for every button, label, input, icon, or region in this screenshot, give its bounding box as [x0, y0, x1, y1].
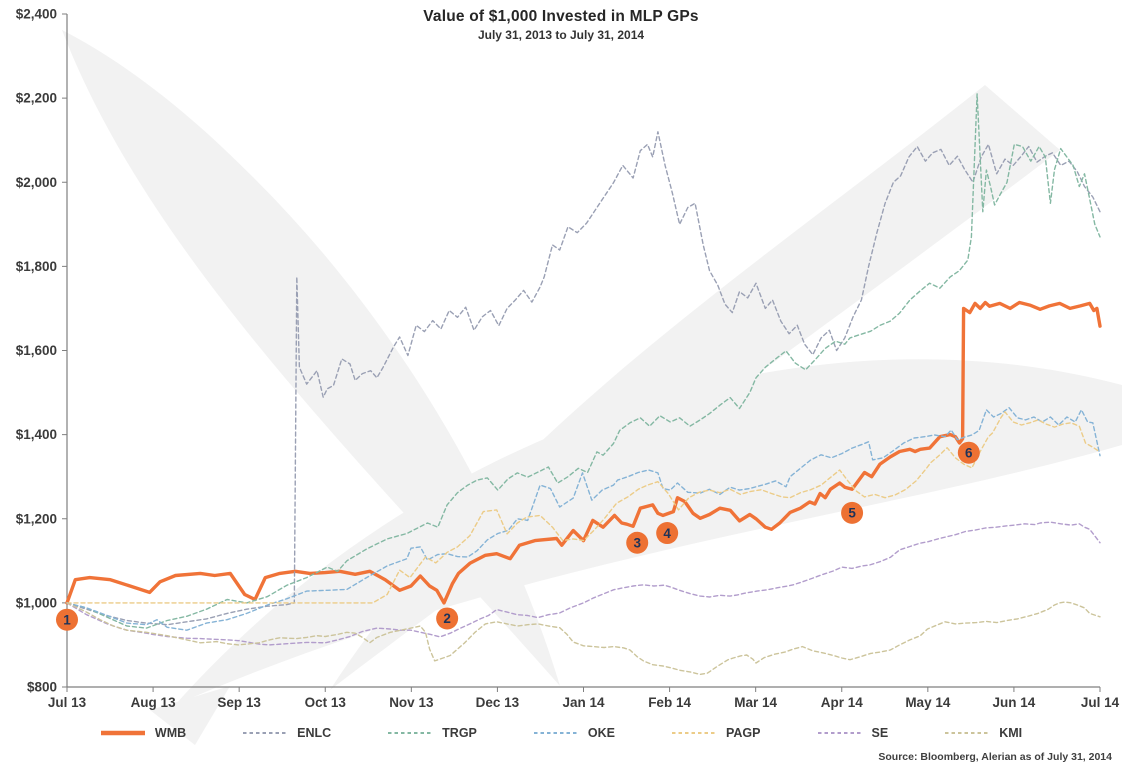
event-marker-circle: [841, 501, 864, 524]
series-line-kmi: [66, 601, 1101, 676]
x-axis-label: Jul 14: [1081, 695, 1120, 710]
series-line-enlc: [66, 131, 1101, 626]
event-marker-number: 4: [663, 526, 671, 541]
legend-swatch-enlc: [243, 732, 288, 734]
legend-item-wmb: WMB: [100, 726, 186, 740]
legend-swatch-kmi: [945, 732, 990, 734]
legend-item-enlc: ENLC: [242, 726, 331, 740]
x-axis-label: Jan 14: [562, 695, 605, 710]
legend-label: ENLC: [297, 726, 332, 740]
y-axis-label: $1,200: [16, 511, 57, 526]
background-watermark: [62, 30, 1122, 745]
legend-item-trgp: TRGP: [387, 726, 477, 740]
series-line-trgp: [66, 93, 1101, 629]
legend-swatch-wmb: [100, 730, 145, 736]
legend-item-kmi: KMI: [944, 726, 1022, 740]
chart-legend: WMB ENLC TRGP OKE PAGP SE KMI: [0, 726, 1122, 740]
x-axis-label: Jul 13: [48, 695, 87, 710]
x-axis-label: Nov 13: [389, 695, 434, 710]
y-axis-label: $2,200: [16, 91, 57, 106]
event-marker-number: 5: [848, 506, 856, 521]
event-marker-6: 6: [957, 441, 980, 464]
event-marker-2: 2: [436, 607, 459, 630]
event-marker-number: 2: [443, 611, 451, 626]
source-note: Source: Bloomberg, Alerian as of July 31…: [878, 751, 1112, 763]
legend-label: SE: [871, 726, 889, 740]
event-marker-3: 3: [626, 531, 649, 554]
title-block: Value of $1,000 Invested in MLP GPs July…: [0, 8, 1122, 42]
legend-label: TRGP: [442, 726, 477, 740]
event-marker-number: 6: [965, 446, 973, 461]
chart-title: Value of $1,000 Invested in MLP GPs: [423, 8, 699, 25]
x-axis-label: Feb 14: [648, 695, 691, 710]
y-axis-label: $1,800: [16, 259, 57, 274]
event-marker-number: 1: [63, 613, 71, 628]
event-marker-1: 1: [56, 608, 78, 631]
y-axis-label: $1,600: [16, 343, 57, 358]
x-axis-label: Apr 14: [821, 695, 864, 710]
legend-swatch-oke: [533, 732, 578, 734]
event-marker-circle: [436, 607, 459, 630]
event-marker-number: 3: [633, 536, 641, 551]
y-axis-label: $2,400: [16, 7, 57, 22]
legend-swatch-pagp: [672, 732, 716, 734]
event-marker-circle: [957, 441, 980, 464]
y-axis-label: $800: [27, 680, 57, 695]
y-axis-label: $2,000: [16, 175, 57, 190]
legend-label: OKE: [587, 726, 615, 740]
event-marker-circle: [56, 608, 78, 631]
chart-subtitle: July 31, 2013 to July 31, 2014: [477, 28, 645, 42]
series-line-oke: [66, 407, 1101, 631]
series-line-se: [66, 521, 1101, 646]
legend-item-pagp: PAGP: [671, 726, 761, 740]
event-marker-4: 4: [656, 522, 679, 545]
x-axis-label: May 14: [905, 695, 951, 710]
event-marker-circle: [626, 531, 649, 554]
x-axis-label: Sep 13: [217, 695, 261, 710]
event-marker-circle: [656, 522, 679, 545]
legend-swatch-trgp: [388, 732, 433, 734]
legend-label: KMI: [999, 726, 1023, 740]
x-axis-label: Jun 14: [993, 695, 1036, 710]
legend-item-oke: OKE: [533, 726, 615, 740]
legend-item-se: SE: [817, 726, 889, 740]
y-axis-label: $1,400: [16, 427, 57, 442]
series-line-pagp: [66, 411, 1101, 604]
x-axis-label: Dec 13: [476, 695, 520, 710]
x-axis-label: Aug 13: [131, 695, 177, 710]
x-axis-label: Mar 14: [734, 695, 777, 710]
x-axis-label: Oct 13: [305, 695, 347, 710]
legend-label: WMB: [154, 726, 187, 740]
event-marker-5: 5: [841, 501, 864, 524]
legend-swatch-se: [817, 732, 862, 734]
legend-label: PAGP: [726, 726, 761, 740]
y-axis-label: $1,000: [16, 595, 57, 610]
